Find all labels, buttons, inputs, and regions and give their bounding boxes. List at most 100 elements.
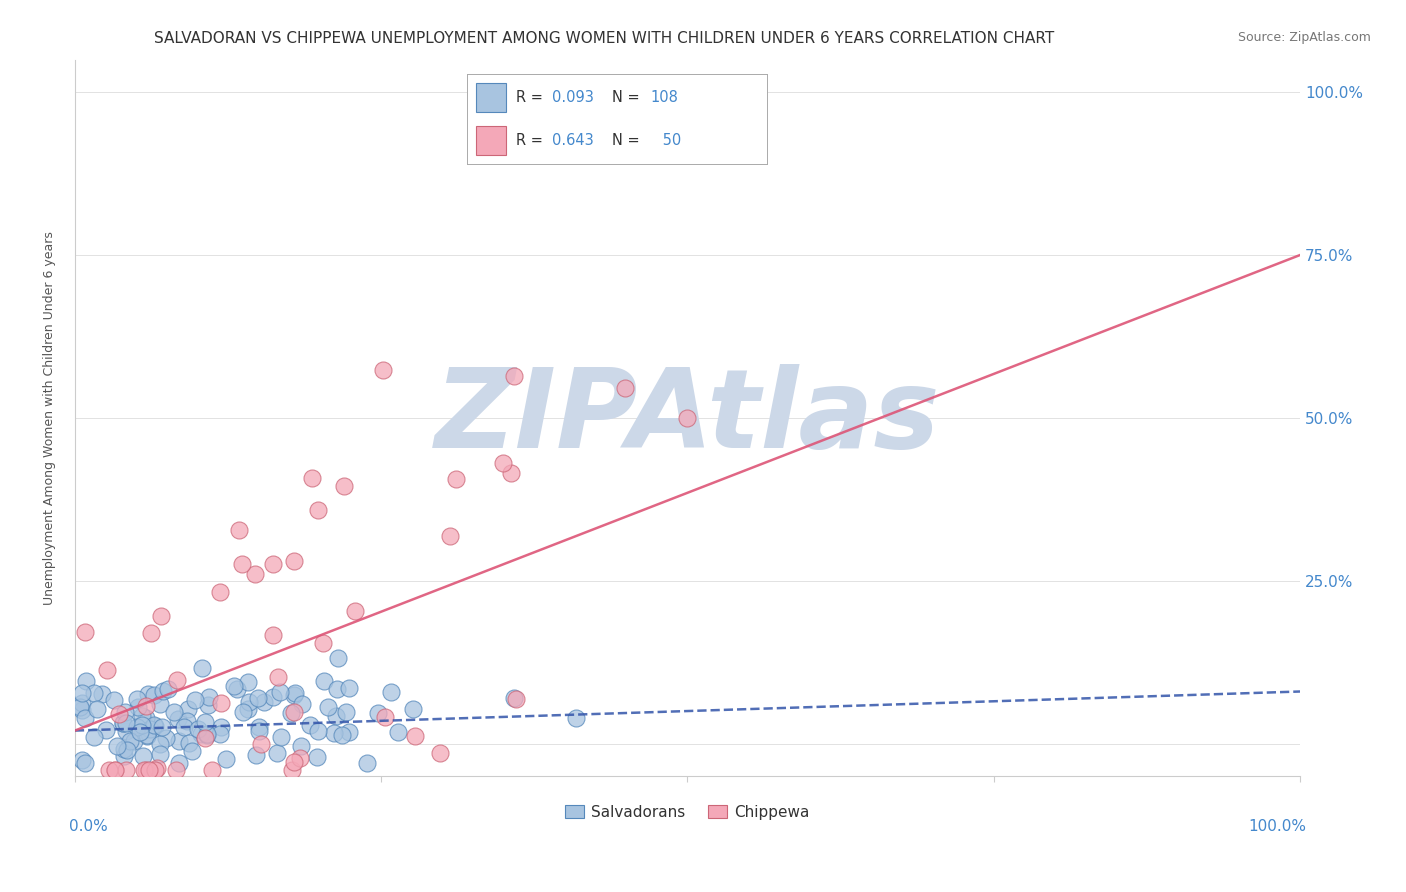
Point (280, 706, 302, 720)
Point (86, 702, 108, 716)
Point (83, 686, 105, 700)
Point (291, 697, 314, 711)
Point (142, 689, 165, 703)
Point (112, 748, 135, 763)
Point (404, 729, 426, 743)
Point (138, 723, 160, 737)
Point (135, 711, 157, 725)
Point (325, 709, 347, 723)
Point (312, 636, 335, 650)
Point (149, 609, 172, 624)
Point (505, 691, 527, 706)
Point (114, 723, 136, 738)
Point (134, 763, 156, 777)
Point (169, 756, 191, 771)
Point (197, 698, 219, 712)
Point (131, 718, 153, 732)
Point (138, 763, 160, 777)
Point (502, 369, 524, 384)
Y-axis label: Unemployment Among Women with Children Under 6 years: Unemployment Among Women with Children U… (44, 231, 56, 605)
Point (371, 363, 394, 377)
Point (209, 727, 232, 741)
Point (70, 702, 93, 716)
Point (565, 711, 588, 725)
Point (232, 705, 254, 719)
Point (104, 763, 127, 777)
Point (131, 708, 153, 723)
Point (143, 719, 166, 733)
Point (156, 682, 179, 697)
Point (114, 716, 136, 731)
Point (163, 705, 186, 719)
Point (165, 763, 187, 777)
Point (112, 715, 135, 730)
Point (367, 706, 389, 721)
Point (387, 724, 409, 739)
Text: Source: ZipAtlas.com: Source: ZipAtlas.com (1237, 31, 1371, 45)
Point (105, 739, 128, 753)
Point (262, 628, 284, 642)
Point (94, 723, 117, 737)
Point (262, 690, 284, 705)
Point (281, 763, 304, 777)
Point (243, 566, 266, 581)
Point (125, 721, 148, 735)
Point (70, 696, 93, 710)
Point (180, 744, 202, 758)
Point (127, 699, 149, 714)
Point (266, 746, 288, 760)
Point (135, 699, 157, 714)
Point (247, 690, 270, 705)
Point (73, 756, 96, 771)
Point (141, 626, 163, 640)
Point (374, 709, 396, 723)
Point (70, 754, 93, 768)
Text: ZIPAtlas: ZIPAtlas (434, 365, 941, 471)
Point (208, 585, 231, 599)
Point (152, 684, 174, 698)
Point (173, 720, 195, 734)
Legend: Salvadorans, Chippewa: Salvadorans, Chippewa (560, 798, 815, 826)
Point (135, 728, 157, 742)
Point (124, 734, 146, 748)
Point (98, 763, 121, 777)
Point (283, 688, 305, 702)
Point (146, 761, 169, 775)
Point (269, 685, 291, 699)
Point (283, 705, 305, 719)
Point (73, 625, 96, 640)
Text: 0.0%: 0.0% (69, 819, 107, 834)
Point (112, 741, 135, 756)
Point (184, 693, 207, 707)
Point (195, 728, 218, 742)
Point (166, 712, 188, 726)
Point (284, 686, 307, 700)
Point (337, 725, 360, 739)
Point (176, 714, 198, 728)
Point (290, 751, 312, 765)
Text: SALVADORAN VS CHIPPEWA UNEMPLOYMENT AMONG WOMEN WITH CHILDREN UNDER 6 YEARS CORR: SALVADORAN VS CHIPPEWA UNEMPLOYMENT AMON… (155, 31, 1054, 46)
Point (108, 707, 131, 722)
Point (330, 728, 353, 742)
Point (72, 686, 94, 700)
Point (127, 692, 149, 706)
Point (103, 693, 125, 707)
Point (402, 701, 425, 715)
Point (270, 731, 292, 745)
Point (356, 756, 378, 771)
Point (298, 718, 321, 732)
Point (250, 737, 273, 751)
Point (193, 731, 215, 745)
Point (323, 726, 346, 740)
Point (318, 699, 340, 714)
Point (283, 553, 305, 567)
Point (245, 747, 267, 762)
Point (135, 763, 157, 777)
Point (226, 681, 249, 696)
Point (215, 752, 238, 766)
Point (326, 681, 349, 696)
Point (115, 763, 138, 777)
Point (195, 726, 218, 740)
Point (290, 739, 312, 753)
Point (209, 719, 232, 733)
